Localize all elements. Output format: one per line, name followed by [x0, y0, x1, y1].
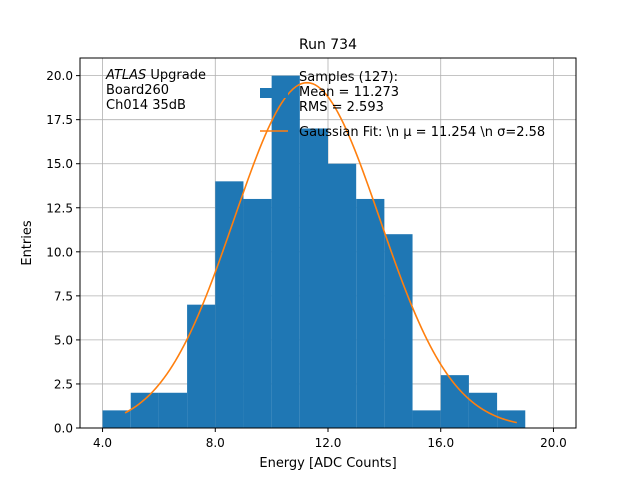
y-tick-label-3: 7.5	[54, 289, 73, 303]
x-axis-label: Energy [ADC Counts]	[259, 456, 396, 471]
x-tick-label-1: 8.0	[206, 436, 225, 450]
histogram-bar-8	[328, 163, 357, 428]
histogram-bar-9	[356, 198, 385, 428]
x-tick-label-4: 20.0	[540, 436, 567, 450]
histogram-bar-7	[299, 128, 328, 428]
legend-histogram-label-line-2: RMS = 2.593	[299, 100, 384, 115]
histogram-bar-6	[271, 75, 300, 428]
legend-histogram-swatch	[260, 88, 288, 98]
histogram-bars	[102, 75, 526, 428]
histogram-bar-4	[215, 181, 244, 428]
y-tick-label-6: 15.0	[46, 157, 73, 171]
y-tick-label-5: 12.5	[46, 201, 73, 215]
x-tick-label-2: 12.0	[315, 436, 342, 450]
y-tick-label-2: 5.0	[54, 333, 73, 347]
annotation-line-1: Board260	[106, 83, 169, 98]
histogram-bar-3	[187, 304, 216, 428]
chart-title: Run 734	[299, 37, 357, 53]
y-tick-label-4: 10.0	[46, 245, 73, 259]
gaussian-fit-line	[124, 81, 517, 424]
x-tick-label-0: 4.0	[93, 436, 112, 450]
y-axis: 0.0 2.5 5.0 7.5 10.0 12.5 15.0 17.5 20.0	[46, 69, 80, 436]
legend-histogram-label-line-1: Mean = 11.273	[299, 85, 399, 100]
fit-layer	[124, 81, 517, 424]
y-tick-label-0: 0.0	[54, 422, 73, 436]
histogram-bar-14	[497, 410, 526, 428]
histogram-bar-2	[158, 392, 188, 428]
annotation-line-0: ATLAS Upgrade	[105, 68, 206, 83]
y-tick-label-7: 17.5	[46, 113, 73, 127]
atlas-annotation: ATLAS Upgrade Board260 Ch014 35dB	[105, 68, 206, 113]
y-tick-label-8: 20.0	[46, 69, 73, 83]
histogram-bar-0	[102, 410, 131, 428]
histogram-bar-1	[130, 392, 159, 428]
x-tick-label-3: 16.0	[427, 436, 454, 450]
legend: Samples (127): Mean = 11.273 RMS = 2.593…	[260, 70, 545, 140]
legend-fit-label: Gaussian Fit: \n μ = 11.254 \n σ=2.58	[299, 125, 545, 140]
histogram-bar-5	[243, 198, 272, 428]
x-axis: 4.0 8.0 12.0 16.0 20.0	[93, 428, 567, 450]
histogram-bar-10	[384, 234, 413, 428]
y-axis-label: Entries	[20, 220, 35, 266]
y-tick-label-1: 2.5	[54, 377, 73, 391]
legend-histogram-label-line-0: Samples (127):	[299, 70, 398, 85]
annotation-line-2: Ch014 35dB	[106, 98, 186, 113]
histogram-bar-11	[412, 410, 441, 428]
